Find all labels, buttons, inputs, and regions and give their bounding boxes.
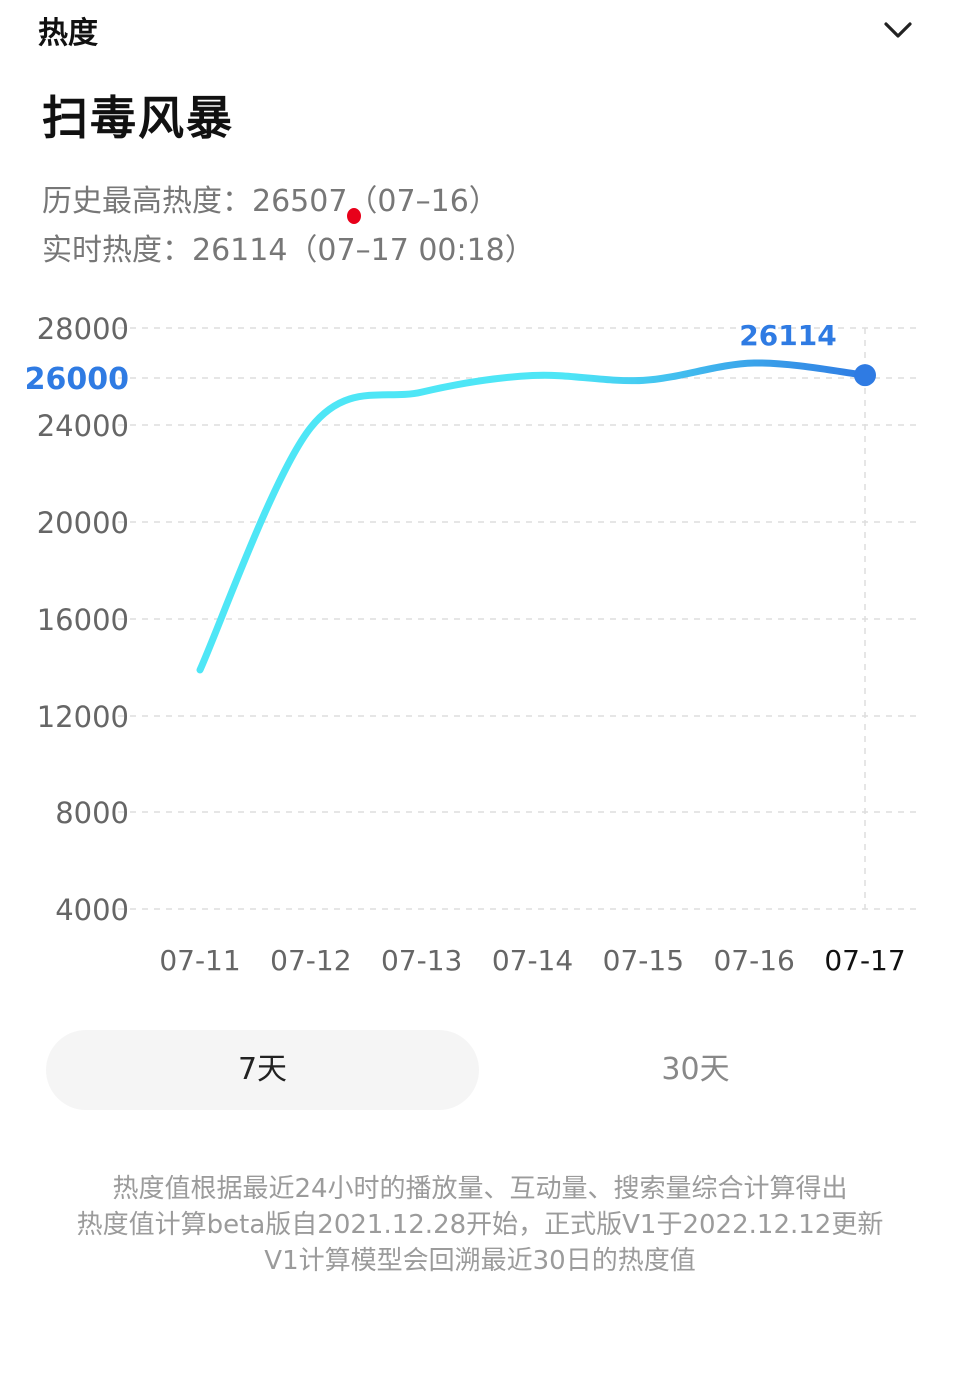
section-title: 热度 xyxy=(38,16,98,51)
range-tabs: 7天 30天 xyxy=(46,1030,912,1110)
y-tick-label-16000: 16000 xyxy=(37,603,129,637)
topic-title: 扫毒风暴 xyxy=(42,91,234,145)
y-tick-label-12000: 12000 xyxy=(37,700,129,734)
tab-7-days[interactable]: 7天 xyxy=(46,1030,479,1110)
y-tick-label-8000: 8000 xyxy=(55,796,129,830)
heat-series-line xyxy=(196,359,869,674)
history-max-heat: 历史最高热度：26507（07–16） xyxy=(42,184,499,219)
x-tick-label: 07-14 xyxy=(492,944,573,977)
x-tick-label: 07-16 xyxy=(713,944,794,977)
footnote-line-2: 热度值计算beta版自2021.12.28开始，正式版V1于2022.12.12… xyxy=(76,1210,884,1240)
chevron-down-icon[interactable] xyxy=(878,14,918,46)
x-tick-label: 07-12 xyxy=(270,944,351,977)
y-tick-label-20000: 20000 xyxy=(37,506,129,540)
x-tick-label: 07-15 xyxy=(603,944,684,977)
realtime-heat: 实时热度：26114（07–17 00:18） xyxy=(42,233,535,268)
y-tick-label-4000: 4000 xyxy=(55,893,129,927)
footnote-line-3: V1计算模型会回溯最近30日的热度值 xyxy=(264,1246,696,1276)
header-bar: 热度 xyxy=(0,0,960,60)
y-tick-label-24000: 24000 xyxy=(37,409,129,443)
footnote-line-1: 热度值根据最近24小时的播放量、互动量、搜索量综合计算得出 xyxy=(112,1174,848,1204)
latest-value-label: 26114 xyxy=(739,319,836,352)
x-tick-label: 07-17 xyxy=(824,944,905,977)
y-tick-label-26000: 26000 xyxy=(25,362,129,397)
latest-point[interactable] xyxy=(854,364,876,387)
x-tick-label: 07-11 xyxy=(159,944,240,977)
x-tick-label: 07-13 xyxy=(381,944,462,977)
y-tick-label-28000: 28000 xyxy=(37,312,129,346)
heat-line-chart: 4000 8000 12000 16000 20000 24000 26000 28000 0… xyxy=(25,312,916,977)
tab-30-days[interactable]: 30天 xyxy=(661,1052,730,1087)
red-mark xyxy=(347,208,361,224)
